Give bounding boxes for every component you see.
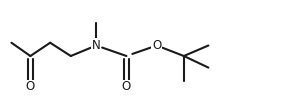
Text: O: O <box>122 80 131 94</box>
Text: O: O <box>26 80 35 94</box>
Text: O: O <box>152 39 161 52</box>
Text: N: N <box>92 39 101 52</box>
